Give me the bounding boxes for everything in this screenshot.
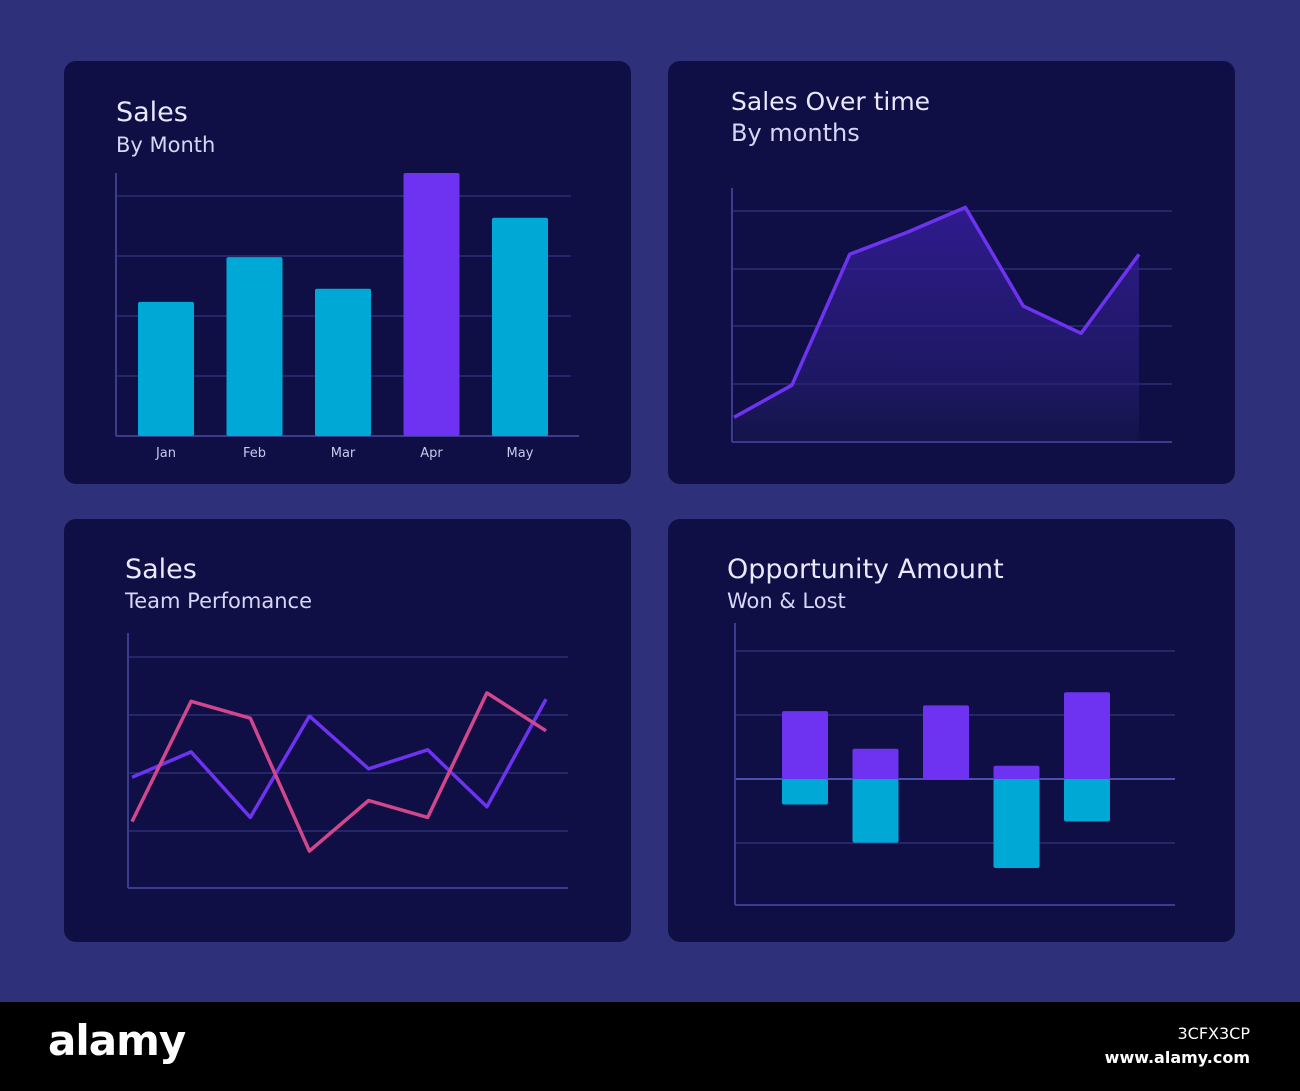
site-url: www.alamy.com — [1104, 1048, 1250, 1067]
brand-logo: alamy — [48, 1016, 186, 1065]
chart-title: Sales Over time — [731, 87, 931, 116]
watermark-footer: alamy 3CFX3CP www.alamy.com — [0, 1002, 1300, 1091]
series-line-purple — [131, 698, 548, 820]
area-line — [733, 205, 1141, 419]
chart-subtitle: By Month — [116, 133, 216, 157]
sales-by-month-panel: Sales By Month Jan Feb Mar Apr May — [64, 61, 631, 484]
chart-subtitle: Team Perfomance — [125, 589, 312, 613]
lost-bar — [1064, 779, 1110, 822]
image-id: 3CFX3CP — [1177, 1024, 1250, 1043]
opportunity-amount-chart — [734, 623, 1175, 906]
area-fill — [734, 207, 1139, 442]
lost-bar — [993, 779, 1040, 869]
won-bar — [1064, 692, 1110, 779]
sales-over-time-panel: Sales Over time By months — [668, 61, 1235, 484]
x-tick-label: Apr — [420, 446, 443, 461]
opportunity-amount-panel: Opportunity Amount Won & Lost — [668, 519, 1235, 942]
sales-by-month-chart: Jan Feb Mar Apr May — [115, 173, 579, 461]
team-performance-panel: Sales Team Perfomance — [64, 519, 631, 942]
bar — [138, 301, 194, 436]
chart-title: Opportunity Amount — [727, 554, 1004, 585]
chart-subtitle: By months — [731, 119, 860, 147]
chart-title: Sales — [125, 554, 197, 585]
bar — [403, 173, 460, 436]
sales-over-time-chart — [731, 188, 1172, 443]
bar — [492, 217, 548, 436]
series-line-pink — [130, 691, 547, 853]
won-bar — [782, 711, 828, 779]
team-performance-chart — [127, 633, 568, 889]
chart-title: Sales — [116, 97, 188, 128]
won-bar — [923, 705, 969, 779]
bar — [315, 288, 371, 436]
chart-subtitle: Won & Lost — [727, 589, 846, 613]
won-bar — [852, 748, 899, 779]
lost-bar — [852, 779, 899, 843]
x-tick-label: May — [507, 446, 534, 461]
x-tick-label: Mar — [331, 446, 356, 461]
lost-bar — [782, 779, 828, 805]
won-bar — [993, 765, 1040, 779]
x-tick-label: Feb — [243, 446, 266, 461]
bar — [226, 257, 283, 436]
x-tick-label: Jan — [155, 446, 176, 461]
